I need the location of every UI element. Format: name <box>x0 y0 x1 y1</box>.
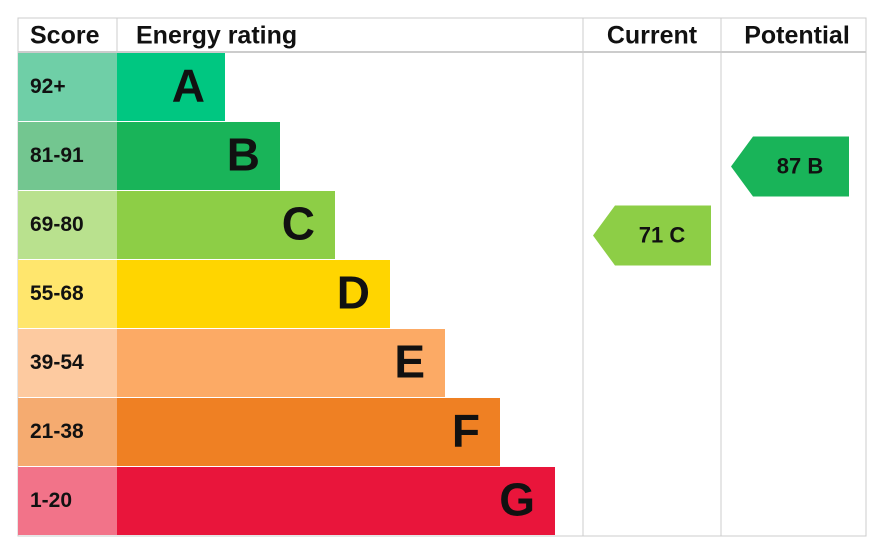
rating-bar <box>117 122 280 190</box>
score-range: 39-54 <box>30 351 84 374</box>
rating-letter: D <box>337 267 370 319</box>
score-range: 1-20 <box>30 489 72 512</box>
potential-arrow <box>731 136 849 197</box>
header-potential: Potential <box>744 22 850 50</box>
score-cell <box>18 53 117 121</box>
rating-bar <box>117 191 335 259</box>
score-cell <box>18 260 117 328</box>
rating-letter: C <box>282 198 315 250</box>
current-arrow <box>593 205 711 266</box>
rating-bar <box>117 260 390 328</box>
score-cell <box>18 191 117 259</box>
rating-letter: E <box>394 336 425 388</box>
score-cell <box>18 122 117 190</box>
rating-bar <box>117 467 555 535</box>
score-range: 69-80 <box>30 213 84 236</box>
rating-letter: F <box>452 405 480 457</box>
score-range: 55-68 <box>30 282 84 305</box>
potential-label: 87 B <box>777 153 823 178</box>
header-score: Score <box>30 22 100 50</box>
score-range: 21-38 <box>30 420 84 443</box>
score-range: 92+ <box>30 75 66 98</box>
header-rating: Energy rating <box>136 22 297 50</box>
score-cell <box>18 329 117 397</box>
current-label: 71 C <box>639 222 686 247</box>
rating-letter: A <box>172 60 205 112</box>
score-cell <box>18 467 117 535</box>
rating-bar <box>117 329 445 397</box>
rating-letter: G <box>499 474 535 526</box>
header-current: Current <box>607 22 698 50</box>
rating-bar <box>117 398 500 466</box>
score-range: 81-91 <box>30 144 84 167</box>
score-cell <box>18 398 117 466</box>
rating-bar <box>117 53 225 121</box>
rating-letter: B <box>227 129 260 181</box>
